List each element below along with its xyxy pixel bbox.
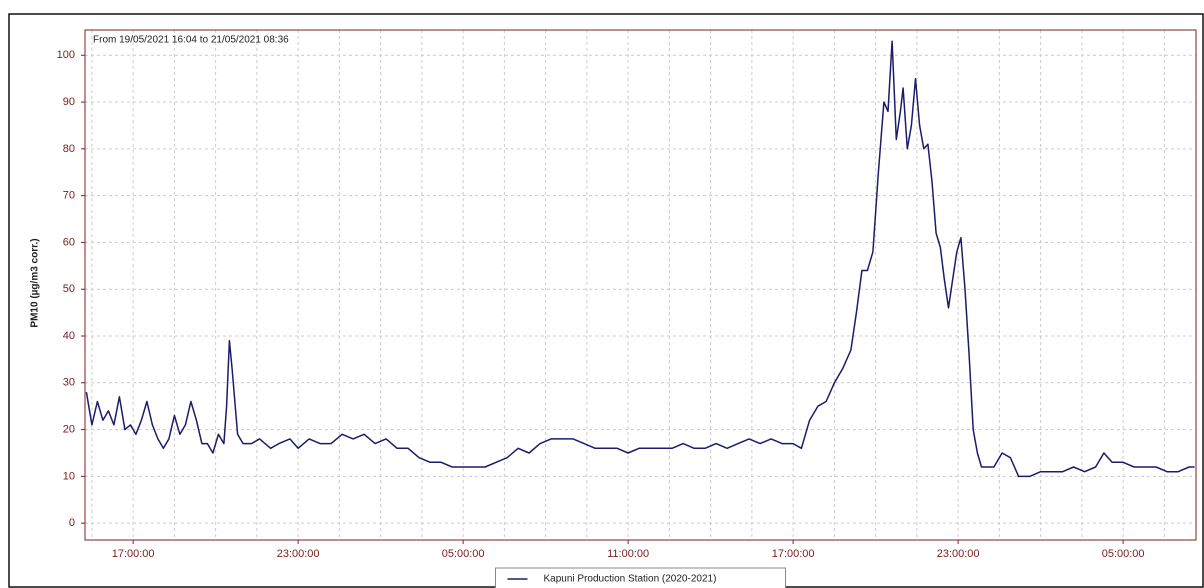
y-tick-label: 30	[63, 377, 75, 389]
x-tick-label: 17:00:00	[112, 548, 155, 560]
x-tick-label: 23:00:00	[277, 548, 320, 560]
legend-label: Kapuni Production Station (2020-2021)	[544, 574, 717, 585]
x-tick-label: 23:00:00	[937, 548, 980, 560]
data-line	[85, 40, 1195, 478]
x-tick-label: 17:00:00	[772, 548, 815, 560]
x-tick-label: 05:00:00	[442, 548, 485, 560]
legend-box	[495, 567, 786, 588]
plot-area	[85, 30, 1196, 540]
y-tick-label: 10	[63, 470, 75, 482]
y-tick-label: 80	[63, 143, 75, 155]
y-tick-label: 100	[57, 49, 75, 61]
y-tick-label: 70	[63, 190, 75, 202]
plot-border	[84, 29, 1197, 541]
y-tick-label: 40	[63, 330, 75, 342]
y-tick-label: 50	[63, 283, 75, 295]
chart-title: From 19/05/2021 16:04 to 21/05/2021 08:3…	[93, 35, 289, 46]
y-axis-label: PM10 (µg/m3 corr.)	[30, 238, 41, 327]
x-tick-label: 11:00:00	[607, 548, 649, 560]
y-tick-label: 60	[63, 236, 75, 248]
y-tick-label: 0	[69, 517, 75, 529]
y-tick-label: 90	[63, 96, 75, 108]
y-tick-label: 20	[63, 423, 75, 435]
x-tick-label: 05:00:00	[1102, 548, 1145, 560]
